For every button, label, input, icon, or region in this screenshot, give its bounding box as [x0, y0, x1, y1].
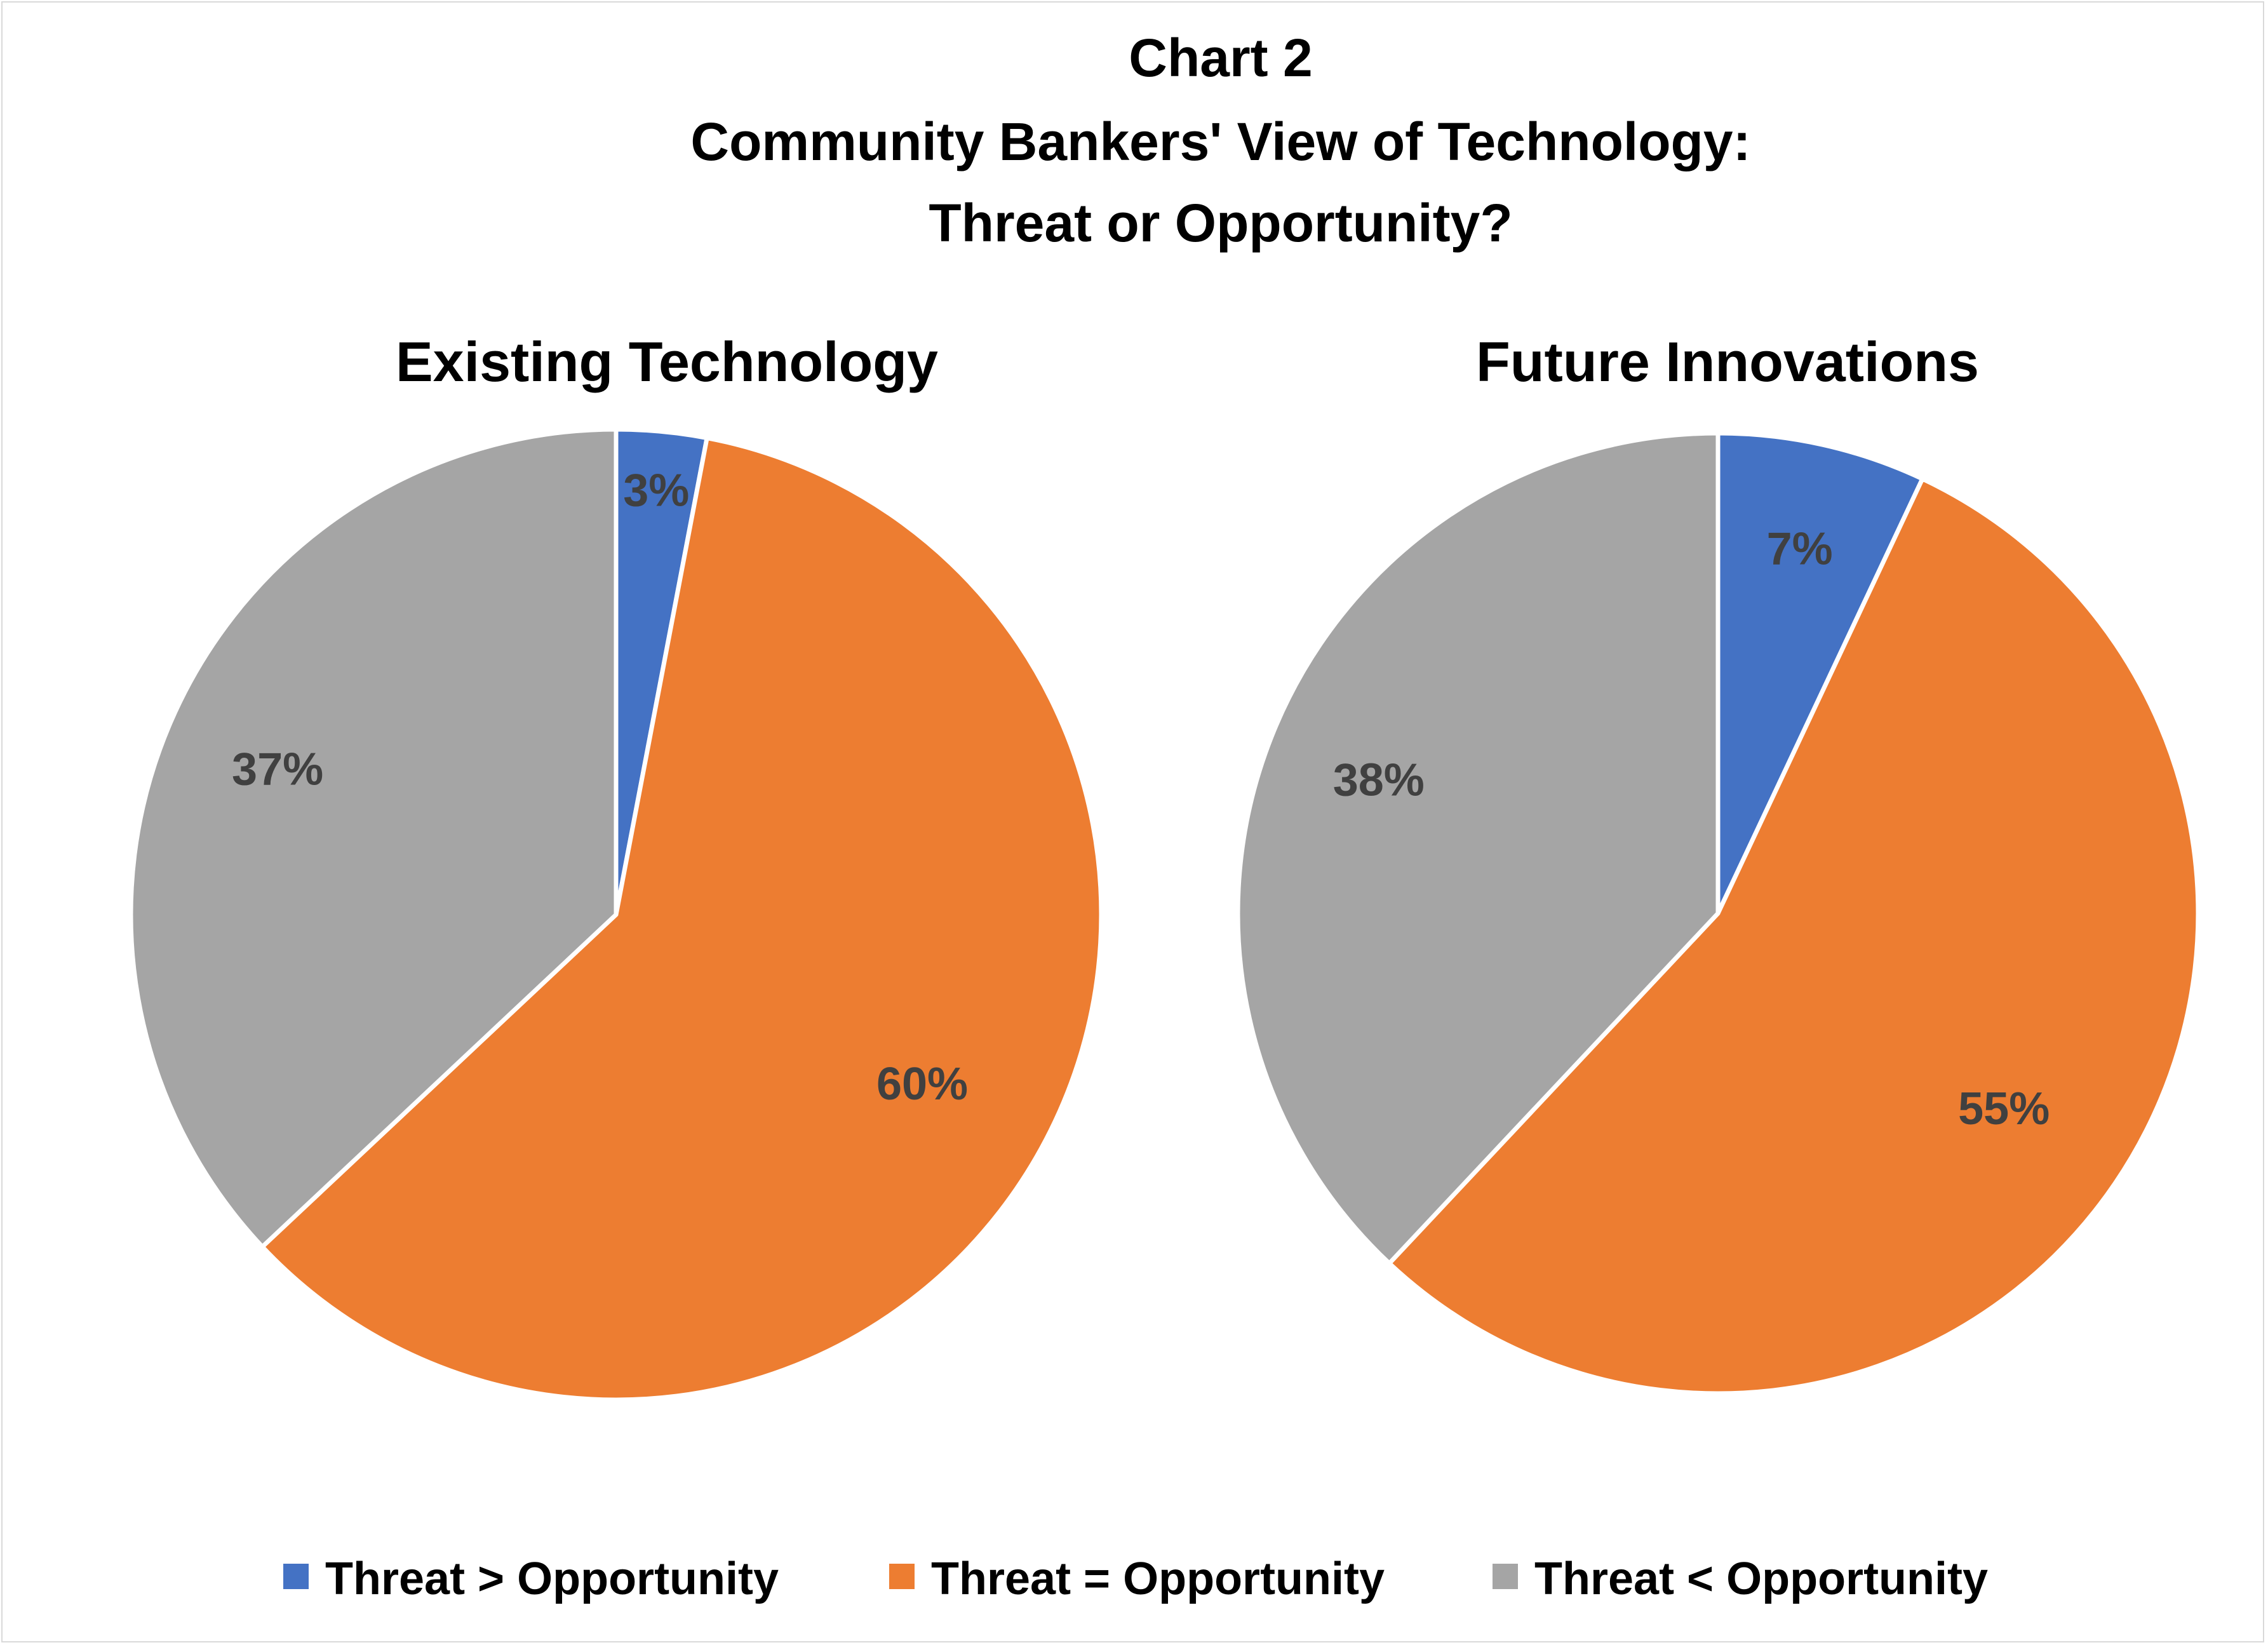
pie-slice-future-threat-greater: [1715, 431, 1925, 916]
chart-title-line-3: Threat or Opportunity?: [929, 193, 1512, 253]
legend-swatch-threat-greater: [283, 1564, 309, 1589]
data-label-future-threat-greater: 7%: [1767, 524, 1833, 575]
pie-slice-future-threat-equal: [1386, 476, 2201, 1396]
legend-label-threat-less: Threat < Opportunity: [1534, 1554, 1988, 1604]
pie-slice-future-threat-less: [1235, 431, 1721, 1266]
pie-future-innovations: 7% 55% 38%: [1235, 431, 2201, 1396]
legend-label-threat-greater: Threat > Opportunity: [325, 1554, 779, 1604]
pie-title-future: Future Innovations: [1476, 330, 1979, 393]
pie-title-existing: Existing Technology: [396, 330, 938, 393]
chart-title-line-1: Chart 2: [1129, 28, 1312, 88]
pie-existing-technology: 3% 60% 37%: [128, 427, 1104, 1402]
legend-swatch-threat-equal: [889, 1564, 915, 1589]
data-label-future-threat-less: 38%: [1333, 755, 1425, 805]
data-label-existing-threat-less: 37%: [232, 744, 323, 795]
legend-swatch-threat-less: [1493, 1564, 1518, 1589]
data-label-existing-threat-equal: 60%: [876, 1059, 968, 1110]
pie-slice-existing-threat-equal: [260, 436, 1104, 1402]
pie-slice-existing-threat-less: [128, 427, 619, 1249]
legend: Threat > Opportunity Threat = Opportunit…: [283, 1554, 1988, 1604]
legend-label-threat-equal: Threat = Opportunity: [931, 1554, 1385, 1604]
data-label-existing-threat-greater: 3%: [623, 466, 689, 516]
chart-title-line-2: Community Bankers' View of Technology:: [690, 112, 1750, 171]
data-label-future-threat-equal: 55%: [1958, 1084, 2050, 1134]
